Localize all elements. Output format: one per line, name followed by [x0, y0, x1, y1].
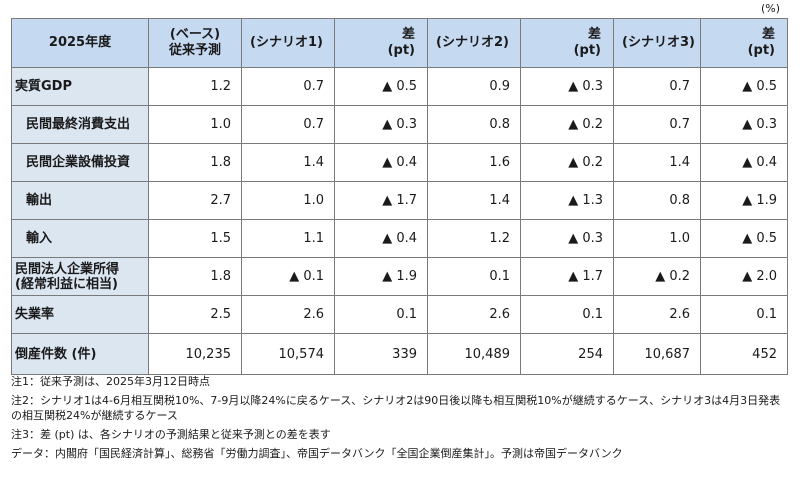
table-cell: 0.7 [241, 105, 335, 144]
header-diff1: 差 (pt) [334, 18, 428, 68]
header-scenario2: (シナリオ2) [427, 18, 521, 68]
table-cell: 0.1 [427, 257, 521, 296]
table-cell: 2.6 [241, 295, 335, 334]
table-cell: ▲ 1.7 [334, 181, 428, 220]
table-cell: 1.8 [148, 143, 242, 182]
table-cell: 1.1 [241, 219, 335, 258]
footnotes: 注1：従来予測は、2025年3月12日時点 注2：シナリオ1は4-6月相互関税1… [11, 374, 791, 465]
table-cell: 10,574 [241, 333, 335, 375]
table-row: 実質GDP 1.2 0.7 ▲ 0.5 0.9 ▲ 0.3 0.7 ▲ 0.5 [11, 67, 788, 106]
table-cell: ▲ 0.4 [334, 143, 428, 182]
header-scenario1: (シナリオ1) [241, 18, 335, 68]
table-cell: 1.8 [148, 257, 242, 296]
row-label: 輸入 [11, 219, 149, 258]
table-cell: 0.8 [613, 181, 701, 220]
table-cell: 10,489 [427, 333, 521, 375]
table-cell: 1.6 [427, 143, 521, 182]
table-cell: 1.4 [613, 143, 701, 182]
table-cell: 0.1 [334, 295, 428, 334]
table-row: 民間法人企業所得 (経常利益に相当) 1.8 ▲ 0.1 ▲ 1.9 0.1 ▲… [11, 257, 788, 296]
table-cell: 1.0 [613, 219, 701, 258]
table-cell: ▲ 0.3 [700, 105, 788, 144]
table-cell: ▲ 1.3 [520, 181, 614, 220]
table-cell: ▲ 0.5 [700, 219, 788, 258]
table-cell: 2.7 [148, 181, 242, 220]
table-cell: 1.2 [427, 219, 521, 258]
table-cell: 1.0 [148, 105, 242, 144]
table-cell: 1.5 [148, 219, 242, 258]
table-row: 倒産件数 (件) 10,235 10,574 339 10,489 254 10… [11, 333, 788, 375]
table-cell: ▲ 1.9 [334, 257, 428, 296]
note-1: 注1：従来予測は、2025年3月12日時点 [11, 375, 210, 388]
table-cell: ▲ 0.3 [520, 67, 614, 106]
note-2: 注2：シナリオ1は4-6月相互関税10%、7-9月以降24%に戻るケース、シナリ… [11, 394, 781, 422]
table-cell: 452 [700, 333, 788, 375]
table-cell: 0.8 [427, 105, 521, 144]
table-cell: 10,235 [148, 333, 242, 375]
table-cell: ▲ 1.9 [700, 181, 788, 220]
table-cell: ▲ 0.3 [334, 105, 428, 144]
row-label: 倒産件数 (件) [11, 333, 149, 375]
table-row: 民間企業設備投資 1.8 1.4 ▲ 0.4 1.6 ▲ 0.2 1.4 ▲ 0… [11, 143, 788, 182]
table-cell: ▲ 0.2 [520, 105, 614, 144]
table-cell: 0.1 [700, 295, 788, 334]
table-cell: ▲ 2.0 [700, 257, 788, 296]
unit-label: (%) [760, 2, 780, 15]
header-base: (ベース) 従来予測 [148, 18, 242, 68]
table-cell: 2.5 [148, 295, 242, 334]
row-label: 失業率 [11, 295, 149, 334]
table-cell: ▲ 0.4 [334, 219, 428, 258]
table-cell: 1.2 [148, 67, 242, 106]
table-cell: 2.6 [613, 295, 701, 334]
forecast-table: 2025年度 (ベース) 従来予測 (シナリオ1) 差 (pt) (シナリオ2)… [11, 18, 788, 375]
data-source: データ：内閣府「国民経済計算」、総務省「労働力調査」、帝国データバンク「全国企業… [11, 447, 623, 460]
table-row: 輸入 1.5 1.1 ▲ 0.4 1.2 ▲ 0.3 1.0 ▲ 0.5 [11, 219, 788, 258]
table-row: 民間最終消費支出 1.0 0.7 ▲ 0.3 0.8 ▲ 0.2 0.7 ▲ 0… [11, 105, 788, 144]
table-header-row: 2025年度 (ベース) 従来予測 (シナリオ1) 差 (pt) (シナリオ2)… [11, 18, 788, 68]
table-cell: ▲ 0.2 [520, 143, 614, 182]
table-cell: ▲ 0.5 [700, 67, 788, 106]
table-cell: 0.1 [520, 295, 614, 334]
table-row: 失業率 2.5 2.6 0.1 2.6 0.1 2.6 0.1 [11, 295, 788, 334]
row-label: 輸出 [11, 181, 149, 220]
header-year: 2025年度 [11, 18, 149, 68]
table-cell: 0.7 [241, 67, 335, 106]
table-cell: 0.7 [613, 67, 701, 106]
note-3: 注3：差 (pt) は、各シナリオの予測結果と従来予測との差を表す [11, 428, 331, 441]
table-cell: 254 [520, 333, 614, 375]
table-cell: ▲ 0.2 [613, 257, 701, 296]
header-scenario3: (シナリオ3) [613, 18, 701, 68]
table-cell: 1.0 [241, 181, 335, 220]
row-label: 民間企業設備投資 [11, 143, 149, 182]
table-cell: ▲ 1.7 [520, 257, 614, 296]
table-row: 輸出 2.7 1.0 ▲ 1.7 1.4 ▲ 1.3 0.8 ▲ 1.9 [11, 181, 788, 220]
table-cell: 2.6 [427, 295, 521, 334]
table-cell: ▲ 0.5 [334, 67, 428, 106]
header-diff3: 差 (pt) [700, 18, 788, 68]
header-diff2: 差 (pt) [520, 18, 614, 68]
table-cell: 0.7 [613, 105, 701, 144]
table-cell: ▲ 0.1 [241, 257, 335, 296]
table-cell: 1.4 [241, 143, 335, 182]
row-label: 民間法人企業所得 (経常利益に相当) [11, 257, 149, 296]
table-cell: ▲ 0.4 [700, 143, 788, 182]
row-label: 実質GDP [11, 67, 149, 106]
table-cell: 1.4 [427, 181, 521, 220]
row-label: 民間最終消費支出 [11, 105, 149, 144]
table-cell: 10,687 [613, 333, 701, 375]
table-cell: 0.9 [427, 67, 521, 106]
table-cell: 339 [334, 333, 428, 375]
table-cell: ▲ 0.3 [520, 219, 614, 258]
